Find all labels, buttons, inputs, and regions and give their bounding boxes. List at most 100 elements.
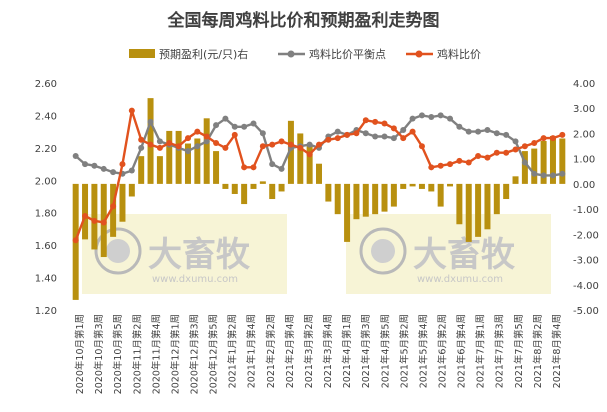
breakeven-point [456, 123, 463, 130]
legend-label-breakeven: 鸡料比价平衡点 [309, 47, 386, 61]
ratio-point [82, 212, 89, 219]
profit-bar [334, 183, 341, 215]
breakeven-point [418, 112, 425, 119]
profit-bar [493, 183, 500, 215]
y-right-tick-label: 2.00 [573, 129, 595, 140]
breakeven-point [250, 120, 257, 127]
profit-bar [297, 133, 304, 184]
profit-bar [372, 183, 379, 215]
profit-bar [475, 183, 482, 237]
ratio-point [241, 164, 248, 171]
breakeven-point [138, 144, 145, 151]
ratio-point [465, 159, 472, 166]
x-tick-label: 2020年11月第4周 [150, 314, 162, 394]
profit-bar [166, 130, 173, 184]
profit-bar [278, 183, 285, 192]
legend: 预期盈利(元/只)右 鸡料比价平衡点 鸡料比价 [129, 47, 481, 61]
breakeven-point [334, 128, 341, 135]
ratio-point [222, 144, 229, 151]
breakeven-point [156, 138, 163, 145]
profit-bar [82, 183, 89, 240]
ratio-point [400, 135, 407, 142]
ratio-point [72, 237, 79, 244]
ratio-point [325, 136, 332, 143]
ratio-point [166, 139, 173, 146]
y-right-tick-label: -2.00 [573, 230, 599, 241]
y-right-tick-label: 4.00 [573, 79, 595, 90]
breakeven-point [531, 170, 538, 177]
ratio-point [213, 139, 220, 146]
breakeven-point [428, 114, 435, 121]
breakeven-point [447, 115, 454, 122]
watermark-url-left: www.dxumu.com [152, 274, 238, 285]
profit-bar [287, 120, 294, 184]
ratio-point [390, 125, 397, 132]
breakeven-point [147, 118, 154, 125]
legend-marker-breakeven [287, 50, 295, 58]
breakeven-point [362, 130, 369, 137]
breakeven-point [381, 133, 388, 140]
y-left-tick-label: 2.60 [35, 79, 57, 90]
x-tick-label: 2021年7月第1周 [475, 314, 487, 388]
ratio-point [138, 136, 145, 143]
breakeven-point [82, 161, 89, 168]
y-left-tick-label: 2.40 [35, 111, 57, 122]
ratio-point [493, 149, 500, 156]
ratio-point [447, 161, 454, 168]
profit-bar [316, 163, 322, 184]
breakeven-point [493, 130, 500, 137]
ratio-point [512, 146, 519, 153]
x-tick-label: 2021年1月第2周 [227, 314, 239, 388]
ratio-point [250, 164, 257, 171]
x-tick-label: 2020年12月第3周 [189, 314, 201, 394]
breakeven-point [549, 172, 556, 179]
profit-bar [362, 183, 369, 217]
legend-label-profit: 预期盈利(元/只)右 [159, 47, 248, 61]
breakeven-point [409, 115, 416, 122]
breakeven-point [278, 165, 285, 172]
watermark-brand-right: 大畜牧 [413, 235, 516, 275]
profit-bar [381, 183, 388, 212]
ratio-point [194, 128, 201, 135]
profit-bar [325, 183, 332, 202]
breakeven-point [241, 123, 248, 130]
x-tick-label: 2020年12月第5周 [208, 314, 220, 394]
x-tick-label: 2021年4月第5周 [379, 314, 391, 388]
profit-bar [559, 138, 566, 184]
breakeven-point [512, 138, 519, 145]
ratio-point [362, 117, 369, 124]
ratio-point [409, 128, 416, 135]
profit-bar [128, 183, 135, 197]
legend-marker-ratio [415, 50, 423, 58]
ratio-point [475, 152, 482, 159]
y-left-tick-label: 1.80 [35, 209, 57, 220]
profit-bar [250, 183, 257, 189]
ratio-point [100, 219, 107, 226]
x-tick-label: 2020年10月第5周 [112, 314, 124, 394]
breakeven-point [306, 141, 313, 148]
breakeven-point [231, 123, 238, 130]
watermark-brand-left: 大畜牧 [148, 235, 251, 275]
ratio-point [484, 154, 491, 161]
y-right-tick-label: 0.00 [573, 180, 595, 191]
y-right-tick-label: 1.00 [573, 155, 595, 166]
profit-bar [222, 183, 229, 189]
x-tick-label: 2021年1月第4周 [246, 314, 258, 388]
ratio-point [521, 143, 528, 150]
legend-swatch-profit [129, 49, 155, 58]
x-tick-label: 2021年4月第3周 [360, 314, 372, 388]
profit-bar [531, 148, 538, 184]
ratio-point [147, 141, 154, 148]
y-right-tick-label: -3.00 [573, 256, 599, 267]
profit-bar [119, 183, 126, 222]
x-tick-label: 2021年8月第2周 [532, 314, 544, 388]
x-tick-label: 2020年10月第1周 [74, 314, 86, 394]
ratio-point [259, 143, 266, 150]
y-right-tick-label: -4.00 [573, 281, 599, 292]
ratio-point [559, 131, 566, 138]
profit-bar [269, 183, 276, 200]
breakeven-point [484, 127, 491, 134]
ratio-point [540, 135, 547, 142]
x-tick-label: 2020年12月第1周 [169, 314, 181, 394]
breakeven-point [184, 148, 191, 155]
